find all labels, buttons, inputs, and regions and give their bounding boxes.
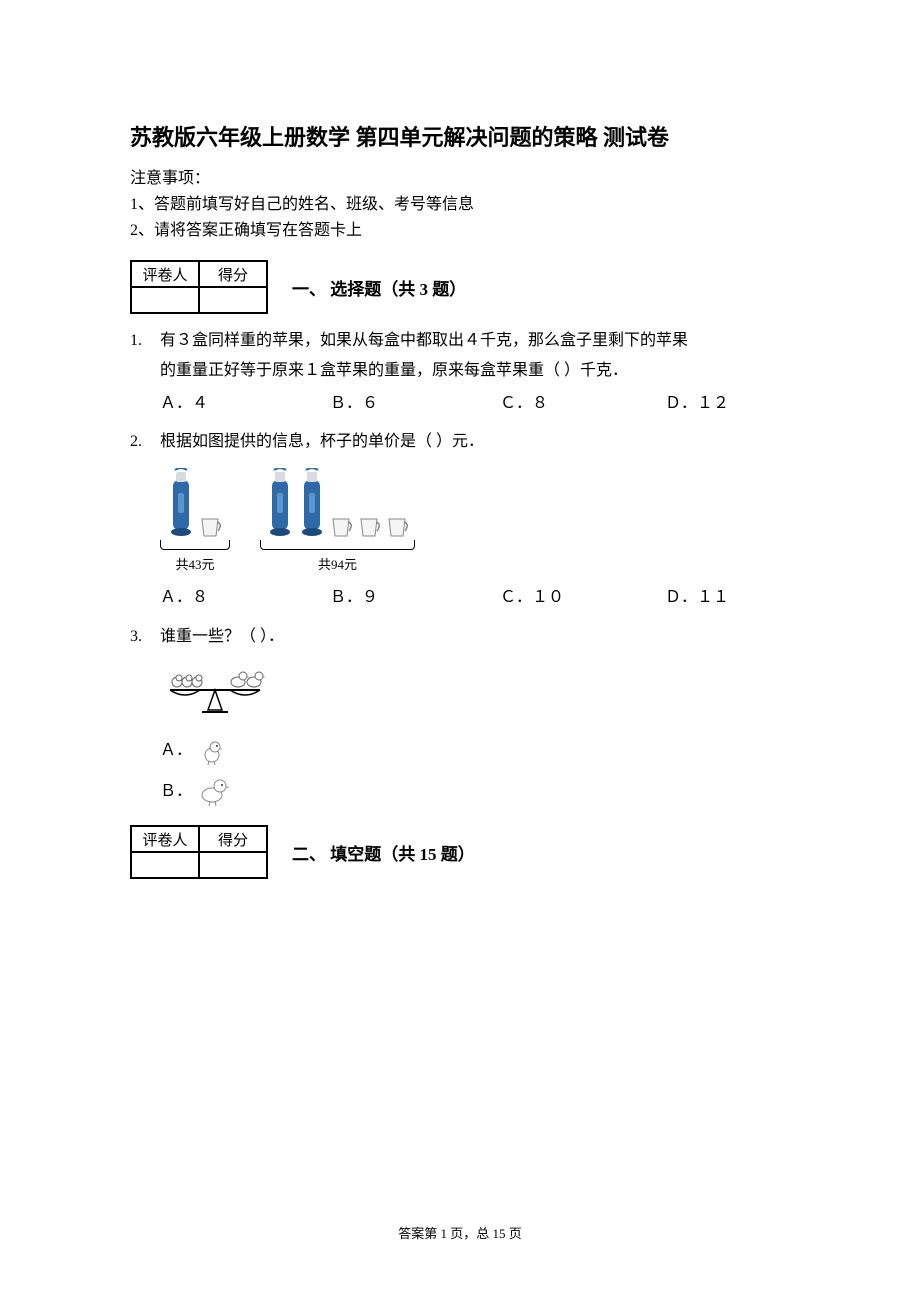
question-1: 1.有３盒同样重的苹果，如果从每盒中都取出４千克，那么盒子里剩下的苹果 的重量正…	[130, 326, 790, 419]
section-1-heading: 一、 选择题（共 3 题）	[292, 275, 466, 300]
score-cell-grader[interactable]	[131, 852, 199, 878]
q1-line1: 有３盒同样重的苹果，如果从每盒中都取出４千克，那么盒子里剩下的苹果	[160, 332, 688, 349]
section-2-header: 评卷人 得分 二、 填空题（共 15 题）	[130, 825, 790, 879]
score-cell-score[interactable]	[199, 287, 267, 313]
thermos-icon	[298, 468, 326, 538]
q2-number: 2.	[130, 427, 160, 457]
cup-icon	[358, 516, 382, 538]
q1-number: 1.	[130, 326, 160, 356]
q3-option-a-line[interactable]: Ａ．	[130, 736, 790, 766]
notice-item-1: 1、答题前填写好自己的姓名、班级、考号等信息	[130, 190, 790, 214]
cup-icon	[330, 516, 354, 538]
score-col-grader: 评卷人	[131, 826, 199, 852]
section-1-header: 评卷人 得分 一、 选择题（共 3 题）	[130, 260, 790, 314]
q1-options: Ａ．４ Ｂ．６ Ｃ．８ Ｄ．１２	[130, 389, 790, 419]
question-3: 3.谁重一些？（ ）．	[130, 622, 790, 808]
section-2-heading: 二、 填空题（共 15 题）	[292, 840, 475, 865]
cup-icon	[199, 516, 223, 538]
page-title: 苏教版六年级上册数学 第四单元解决问题的策略 测试卷	[130, 120, 790, 152]
score-col-score: 得分	[199, 261, 267, 287]
q2-text: 根据如图提供的信息，杯子的单价是（ ）元．	[160, 433, 484, 450]
q2-option-c[interactable]: Ｃ．１０	[500, 583, 665, 613]
q1-option-d[interactable]: Ｄ．１２	[665, 389, 785, 419]
q2-group-1: 共43元	[160, 468, 230, 578]
thermos-icon	[167, 468, 195, 538]
score-table-2: 评卷人 得分	[130, 825, 268, 879]
q2-image-row: 共43元	[130, 468, 790, 578]
score-table-1: 评卷人 得分	[130, 260, 268, 314]
duck-icon	[200, 778, 230, 806]
notice-header: 注意事项：	[130, 164, 790, 188]
q2-group-2: 共94元	[260, 468, 415, 578]
q1-line2: 的重量正好等于原来１盒苹果的重量，原来每盒苹果重（ ）千克．	[130, 356, 790, 386]
q3-number: 3.	[130, 622, 160, 652]
q2-options: Ａ．８ Ｂ．９ Ｃ．１０ Ｄ．１１	[130, 583, 790, 613]
cup-icon	[386, 516, 410, 538]
q2-price-1: 共43元	[175, 553, 214, 578]
q2-price-2: 共94元	[318, 553, 357, 578]
chick-icon	[200, 739, 226, 765]
notice-item-2: 2、请将答案正确填写在答题卡上	[130, 216, 790, 240]
q3-balance-image	[130, 660, 790, 726]
q1-option-a[interactable]: Ａ．４	[160, 389, 330, 419]
q1-option-b[interactable]: Ｂ．６	[330, 389, 500, 419]
score-col-grader: 评卷人	[131, 261, 199, 287]
score-col-score: 得分	[199, 826, 267, 852]
q3-option-b-line[interactable]: Ｂ．	[130, 777, 790, 807]
q3-text: 谁重一些？（ ）．	[160, 628, 284, 645]
q2-option-b[interactable]: Ｂ．９	[330, 583, 500, 613]
page-footer: 答案第 1 页，总 15 页	[130, 1223, 790, 1242]
score-cell-score[interactable]	[199, 852, 267, 878]
q3-option-b-label: Ｂ．	[160, 777, 192, 807]
question-2: 2.根据如图提供的信息，杯子的单价是（ ）元． 共43元	[130, 427, 790, 613]
q3-option-a-label: Ａ．	[160, 736, 192, 766]
thermos-icon	[266, 468, 294, 538]
score-cell-grader[interactable]	[131, 287, 199, 313]
q2-option-d[interactable]: Ｄ．１１	[665, 583, 785, 613]
q2-option-a[interactable]: Ａ．８	[160, 583, 330, 613]
q1-option-c[interactable]: Ｃ．８	[500, 389, 665, 419]
